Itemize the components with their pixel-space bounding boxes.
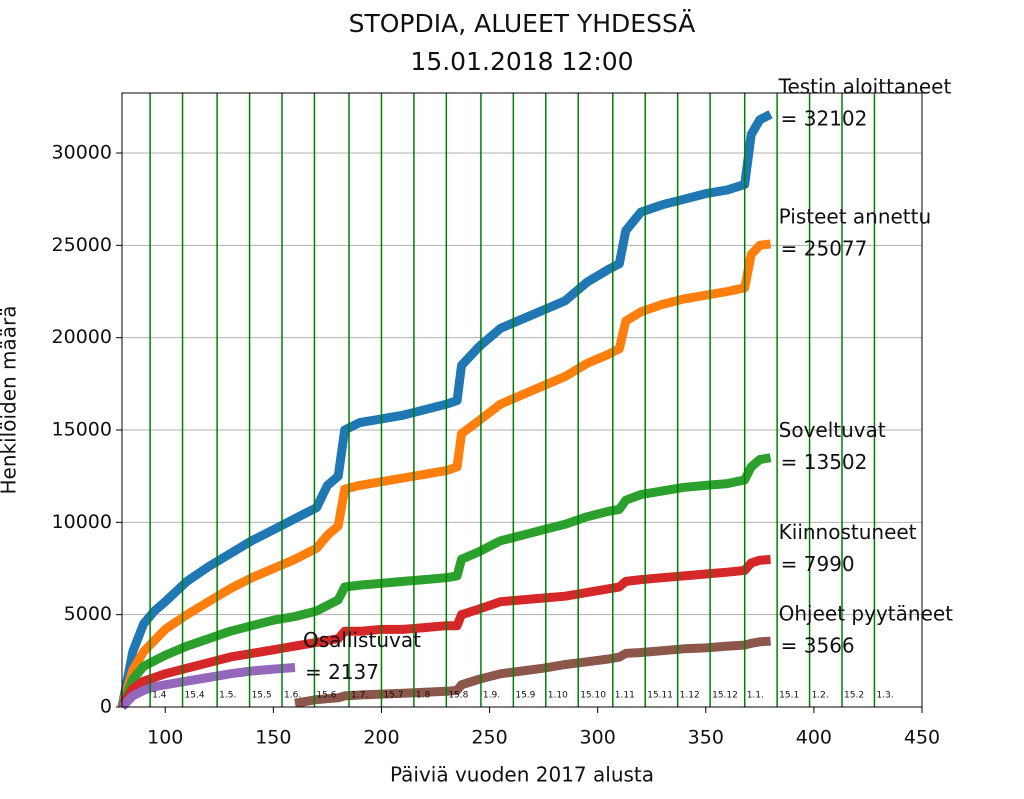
marker-label: 1.4 [152,691,167,701]
marker-label: 15.2 [844,691,864,701]
marker-label: 1.3. [876,691,893,701]
y-tick-label: 0 [100,696,112,718]
annotation-value: = 3566 [781,634,855,658]
y-tick-label: 5000 [64,603,112,625]
marker-label: 1.7. [351,691,368,701]
marker-label: 1.1. [747,691,764,701]
marker-label: 15.9 [515,691,535,701]
marker-label: 1.12 [680,691,700,701]
x-axis-label: Päiviä vuoden 2017 alusta [390,763,654,787]
annotation-value: = 32102 [781,107,868,131]
annotation-name: Testin aloittaneet [778,75,952,99]
x-tick-label: 450 [904,727,940,749]
y-tick-label: 30000 [52,142,112,164]
marker-label: 1.9. [483,691,500,701]
chart-subtitle: 15.01.2018 12:00 [410,47,633,76]
series-line [118,555,771,710]
marker-label: 15.12 [712,691,738,701]
x-tick-label: 350 [688,727,724,749]
y-tick-label: 25000 [52,234,112,256]
chart-title: STOPDIA, ALUEET YHDESSÄ [349,9,696,38]
x-tick-label: 300 [580,727,616,749]
annotation-name: Soveltuvat [779,418,886,442]
x-tick-label: 200 [363,727,399,749]
marker-label: 15.6 [316,691,336,701]
y-tick-label: 15000 [52,419,112,441]
marker-label: 15.10 [580,691,606,701]
annotation-value: = 25077 [781,236,868,260]
series-line [117,453,772,709]
annotation-name: Pisteet annettu [779,204,932,228]
x-tick-label: 250 [471,727,507,749]
marker-label: 15.11 [647,691,673,701]
marker-label: 1.8 [416,691,431,701]
x-tick-label: 150 [255,727,291,749]
y-axis-label: Henkilöiden määrä [0,305,21,494]
marker-label: 1.5. [219,691,236,701]
series-line [117,239,772,709]
annotation-value: = 2137 [305,660,379,684]
series-line [118,663,296,711]
y-tick-label: 10000 [52,511,112,533]
marker-label: 15.4 [185,691,205,701]
annotation-name: Osallistuvat [303,628,421,652]
annotation-name: Ohjeet pyytäneet [779,602,954,626]
annotation-value: = 13502 [781,450,868,474]
x-tick-label: 100 [147,727,183,749]
annotation-value: = 7990 [781,552,855,576]
marker-label: 1.2. [812,691,829,701]
marker-label: 15.5 [252,691,272,701]
marker-label: 15.1 [779,691,799,701]
marker-label: 1.6. [284,691,301,701]
marker-label: 15.7 [383,691,403,701]
series-line [117,110,773,708]
marker-label: 15.8 [448,691,468,701]
y-tick-label: 20000 [52,326,112,348]
x-tick-label: 400 [796,727,832,749]
marker-label: 1.11 [615,691,635,701]
plot-frame [121,92,923,708]
annotation-name: Kiinnostuneet [779,520,917,544]
marker-label: 1.10 [548,691,568,701]
